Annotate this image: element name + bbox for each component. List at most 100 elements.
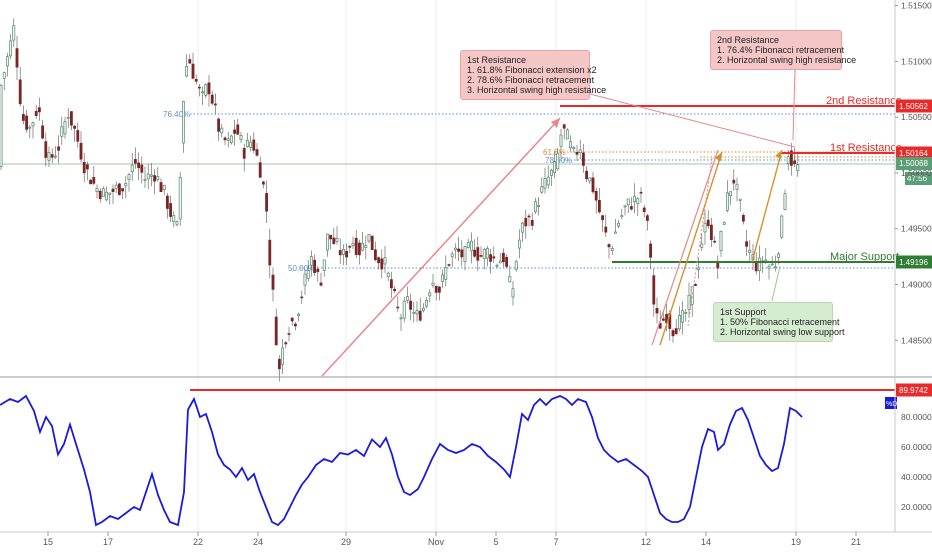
candle-body [585,170,589,180]
candle-body [588,177,592,182]
candles-layer [0,18,800,382]
candle-body [108,192,112,195]
candle-body [617,223,621,227]
candle-body [671,330,675,337]
candle-body [793,160,797,164]
annotation-line: 2. Horizontal swing high resistance [717,55,857,65]
candle-body [105,191,109,201]
candle-body [313,259,317,273]
candle-body [98,190,102,200]
candle-body [447,264,451,266]
candle-body [34,110,38,116]
candle-body [473,249,477,257]
candle-body [175,221,179,225]
candle-body [293,323,297,327]
candle-body [66,116,70,119]
candle-body [111,188,115,192]
candle-body [207,82,211,95]
candle-body [703,222,707,233]
candle-body [53,155,57,158]
oscillator-layer: 89.9742%D [0,383,932,527]
candle-body [709,224,713,240]
candle-body [127,174,131,180]
candle-body [601,215,605,221]
level-value-badge [896,255,932,269]
annotation-title: 1st Support [720,307,767,317]
time-tick-label: 21 [851,537,861,547]
candle-body [690,286,694,305]
price-tick-label: 1.49000 [901,280,932,290]
time-tick-label: 15 [43,537,53,547]
candle-body [332,237,336,244]
candle-body [441,274,445,282]
candle-body [255,149,259,156]
candle-body [239,135,243,140]
candle-body [540,186,544,193]
candle-body [380,258,384,270]
price-tick-label: 1.51000 [901,56,932,66]
candle-body [204,84,208,96]
candle-body [31,122,35,127]
candle-body [425,299,429,307]
extension-arrow-line [751,149,783,263]
candle-body [697,267,701,270]
candle-body [700,243,704,248]
candle-body [316,268,320,273]
candle-body [581,152,585,166]
current-price-text: 1.50068 [899,159,928,168]
candle-body [575,151,579,155]
candle-body [565,129,569,140]
candle-body [591,177,595,193]
candle-body [0,84,3,167]
candle-body [556,153,560,170]
annotation-line: 1. 61.8% Fibonacci extension x2 [467,65,597,75]
price-tick-label: 1.49500 [901,224,932,234]
trend-arrow-head [551,118,560,128]
annotation-pointer [589,93,796,148]
candle-body [527,215,531,218]
time-tick-label: 12 [641,537,651,547]
candle-body [351,243,355,247]
candle-body [265,193,269,212]
candle-body [623,205,627,208]
candle-body [185,66,189,77]
candle-body [367,234,371,242]
candle-body [764,259,768,262]
countdown-text: 47:56 [907,174,928,183]
candle-body [287,333,291,335]
candle-body [300,296,304,299]
candle-body [37,107,41,113]
candle-body [341,248,345,255]
time-tick-label: Nov [428,537,445,547]
candle-body [594,190,598,201]
annotation-2nd-resistance: 2nd Resistance 1. 76.4% Fibonacci retrac… [710,30,857,70]
candle-body [159,182,163,192]
candle-body [386,272,390,277]
candle-body [284,342,288,345]
candle-body [789,150,793,166]
candle-body [735,183,739,190]
candle-body [79,142,83,160]
candle-body [738,198,742,201]
candle-body [86,164,89,170]
candle-body [335,238,339,242]
candle-body [338,250,342,256]
candle-body [156,176,160,180]
candle-body [182,101,185,144]
candle-body [18,79,22,105]
candle-body [748,249,752,253]
candle-body [383,257,387,265]
candle-body [489,254,493,262]
oscillator-tick-label: 20.0000 [901,502,932,512]
candle-body [767,265,771,269]
candle-body [453,247,457,251]
candle-body [415,310,419,315]
oscillator-tick-label: 60.0000 [901,442,932,452]
candle-body [12,25,16,41]
annotation-line: 2. Horizontal swing low support [720,327,845,337]
candle-body [82,161,86,174]
candle-body [261,181,265,185]
candle-body [722,222,726,225]
time-tick-label: 17 [103,537,113,547]
